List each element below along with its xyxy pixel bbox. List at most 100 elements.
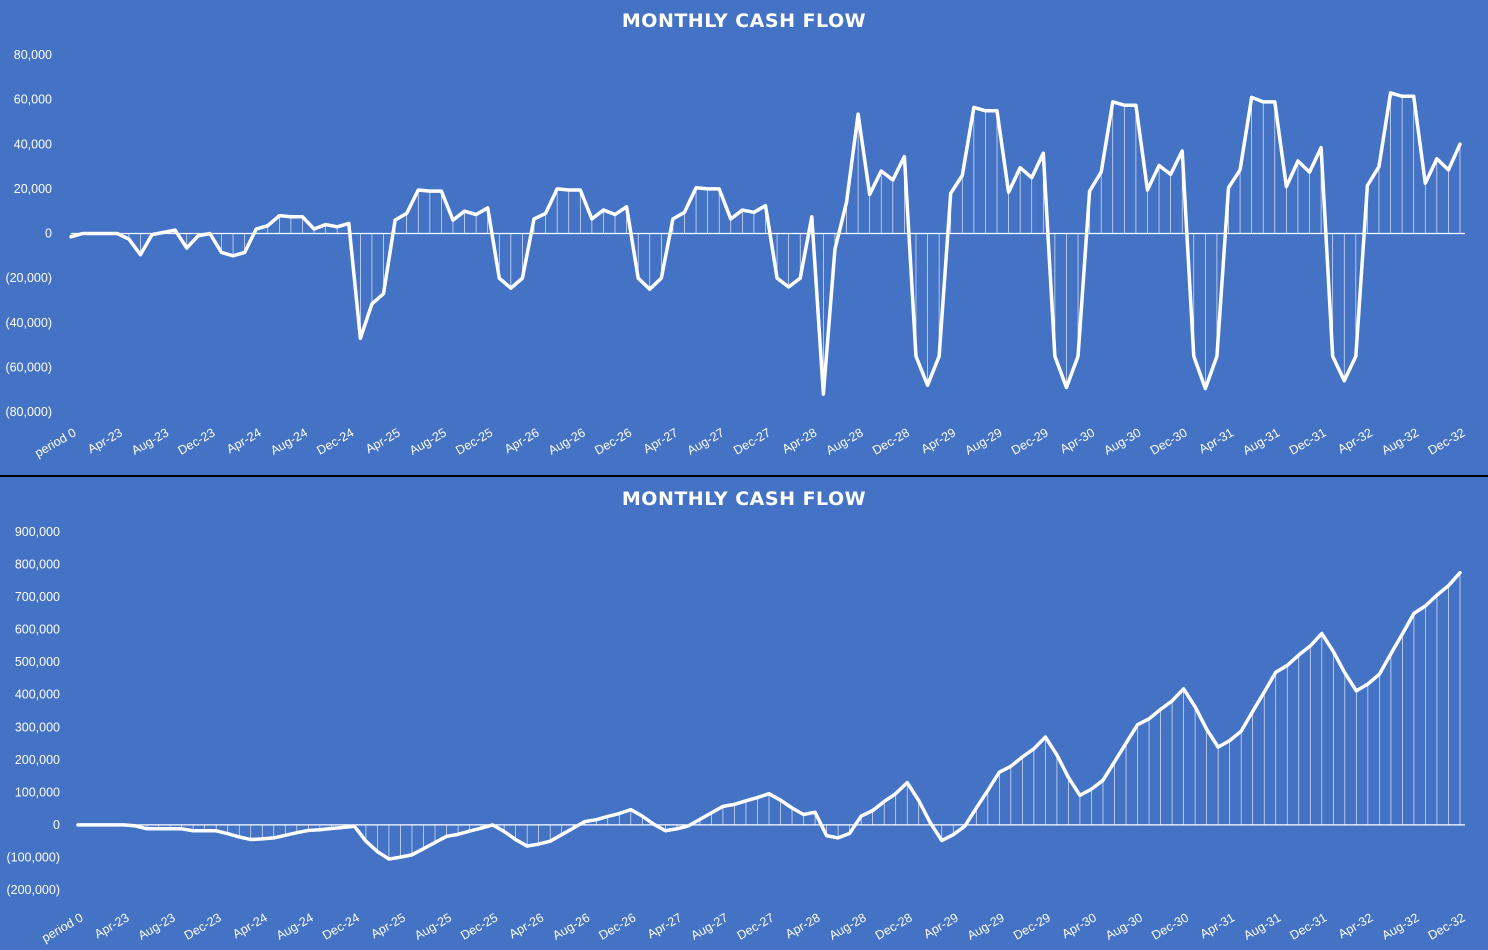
x-tick-label: Aug-26	[550, 910, 592, 942]
x-tick-label: Apr-32	[1335, 425, 1375, 456]
x-tick-label: Apr-28	[780, 425, 820, 456]
data-point	[1320, 632, 1323, 635]
x-tick-label: Aug-28	[827, 910, 869, 942]
x-tick-label: Aug-32	[1380, 910, 1422, 942]
data-point	[208, 232, 211, 235]
data-point	[871, 809, 874, 812]
y-tick-label: 100,000	[15, 785, 60, 799]
data-point	[1447, 584, 1450, 587]
data-point	[984, 109, 987, 112]
x-tick-label: Apr-26	[507, 910, 547, 941]
data-point	[1053, 355, 1056, 358]
data-point	[572, 827, 575, 830]
y-tick-label: 0	[53, 818, 60, 832]
data-point	[860, 815, 863, 818]
x-tick-label: Dec-24	[314, 425, 356, 457]
data-point	[93, 232, 96, 235]
data-point	[975, 806, 978, 809]
x-tick-label: Dec-25	[458, 910, 500, 942]
y-tick-label: (100,000)	[6, 850, 60, 864]
data-point	[1134, 104, 1137, 107]
data-point	[295, 831, 298, 834]
y-tick-label: 800,000	[15, 558, 60, 572]
data-point	[929, 821, 932, 824]
x-tick-label: Apr-27	[645, 910, 685, 941]
data-point	[764, 204, 767, 207]
x-tick-label: Dec-32	[1426, 425, 1468, 457]
data-point	[845, 201, 848, 204]
data-point	[1113, 760, 1116, 763]
x-tick-label: Apr-31	[1196, 425, 1236, 456]
data-point	[1273, 100, 1276, 103]
data-point	[848, 832, 851, 835]
data-point	[729, 217, 732, 220]
data-point	[370, 302, 373, 305]
data-point	[169, 827, 172, 830]
x-tick-label: Apr-25	[363, 425, 403, 456]
data-point	[894, 792, 897, 795]
data-point	[1240, 730, 1243, 733]
x-tick-label: Dec-31	[1287, 910, 1329, 942]
data-point	[468, 830, 471, 833]
data-point	[1366, 184, 1369, 187]
x-tick-label: Aug-31	[1240, 425, 1282, 457]
data-point	[883, 800, 886, 803]
data-point	[1077, 355, 1080, 358]
data-point	[903, 155, 906, 158]
x-tick-label: Dec-28	[873, 910, 915, 942]
data-point	[1215, 355, 1218, 358]
data-point	[1297, 654, 1300, 657]
data-point	[1343, 671, 1346, 674]
data-point	[255, 228, 258, 231]
y-tick-label: 400,000	[15, 688, 60, 702]
x-tick-label: period 0	[39, 910, 85, 945]
data-point	[1159, 708, 1162, 711]
data-point	[1032, 747, 1035, 750]
data-point	[1251, 710, 1254, 713]
data-point	[625, 205, 628, 208]
x-tick-label: Dec-29	[1011, 910, 1053, 942]
data-point	[422, 847, 425, 850]
data-point	[220, 251, 223, 254]
data-point	[1331, 355, 1334, 358]
data-point	[590, 217, 593, 220]
data-point	[1030, 176, 1033, 179]
y-tick-label: (20,000)	[5, 271, 52, 285]
data-point	[1205, 728, 1208, 731]
data-point	[238, 835, 241, 838]
data-point	[1366, 682, 1369, 685]
data-point	[111, 823, 114, 826]
data-point	[1111, 100, 1114, 103]
data-point	[139, 253, 142, 256]
data-point	[1007, 191, 1010, 194]
data-point	[961, 174, 964, 177]
data-point	[825, 834, 828, 837]
data-point	[891, 178, 894, 181]
data-point	[595, 818, 598, 821]
data-point	[215, 829, 218, 832]
data-point	[675, 827, 678, 830]
data-point	[480, 827, 483, 830]
data-point	[1055, 753, 1058, 756]
data-point	[445, 835, 448, 838]
x-tick-label: Dec-28	[870, 425, 912, 457]
y-tick-label: 700,000	[15, 590, 60, 604]
data-point	[664, 829, 667, 832]
y-tick-label: 300,000	[15, 720, 60, 734]
data-point	[756, 796, 759, 799]
x-tick-label: Apr-26	[502, 425, 542, 456]
data-point	[1435, 157, 1438, 160]
y-tick-label: 0	[45, 227, 52, 241]
x-tick-label: Dec-30	[1149, 910, 1191, 942]
data-point	[641, 815, 644, 818]
x-tick-label: Apr-32	[1336, 910, 1376, 941]
y-tick-label: 80,000	[14, 48, 52, 62]
data-point	[718, 187, 721, 190]
data-point	[1019, 166, 1022, 169]
data-point	[347, 222, 350, 225]
x-tick-label: Aug-23	[136, 910, 178, 942]
data-point	[88, 823, 91, 826]
data-point	[549, 840, 552, 843]
data-point	[560, 833, 563, 836]
data-point	[1320, 146, 1323, 149]
